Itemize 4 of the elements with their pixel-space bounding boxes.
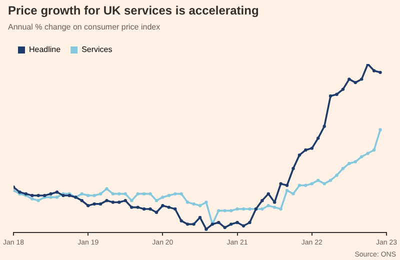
chart-title: Price growth for UK services is accelerating [8, 4, 259, 18]
legend-label: Headline [29, 45, 62, 54]
legend-label: Services [82, 45, 112, 54]
chart-subtitle: Annual % change on consumer price index [8, 22, 160, 32]
